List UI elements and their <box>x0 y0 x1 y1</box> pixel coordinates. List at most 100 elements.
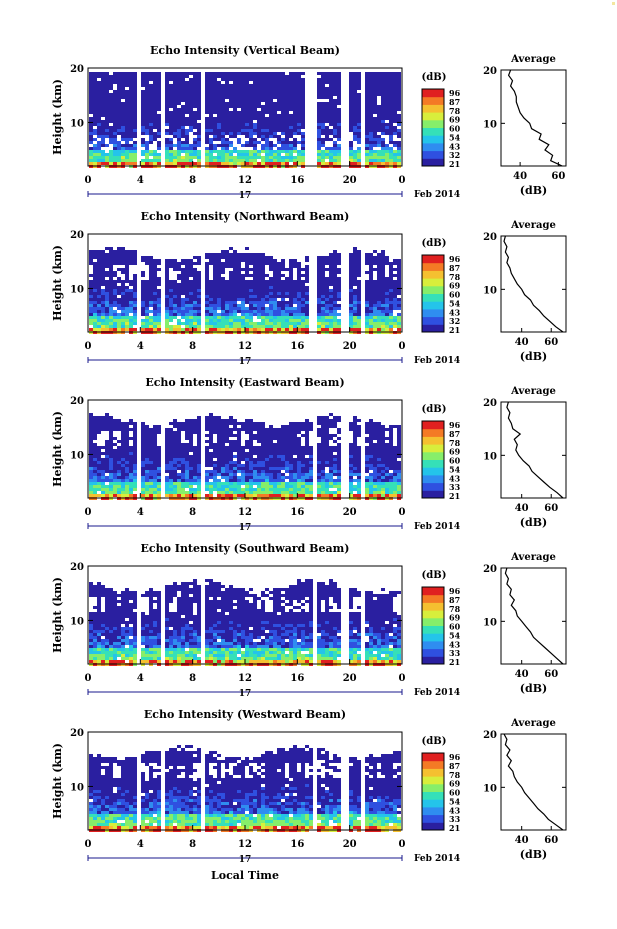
heatmap-cell <box>261 301 265 304</box>
heatmap-cell <box>281 126 285 129</box>
heatmap-cell <box>337 150 341 153</box>
heatmap-cell <box>281 446 285 449</box>
heatmap-cell <box>257 283 261 286</box>
heatmap-cell <box>105 283 109 286</box>
heatmap-cell <box>385 90 389 93</box>
heatmap-cell <box>365 319 369 322</box>
heatmap-cell <box>157 75 161 78</box>
heatmap-cell <box>177 96 181 99</box>
heatmap-cell <box>377 253 381 256</box>
heatmap-cell <box>233 446 237 449</box>
heatmap-cell <box>325 325 329 328</box>
heatmap-cell <box>329 87 333 90</box>
heatmap-cell <box>225 138 229 141</box>
heatmap-cell <box>325 114 329 117</box>
heatmap-cell <box>197 289 201 292</box>
heatmap-cell <box>109 437 113 440</box>
heatmap-cell <box>277 126 281 129</box>
heatmap-cell <box>217 144 221 147</box>
heatmap-cell <box>277 316 281 319</box>
heatmap-cell <box>205 419 209 422</box>
heatmap-cell <box>253 452 257 455</box>
heatmap-cell <box>121 120 125 123</box>
heatmap-cell <box>205 138 209 141</box>
heatmap-cell <box>273 90 277 93</box>
heatmap-cell <box>93 482 97 485</box>
heatmap-cell <box>209 298 213 301</box>
heatmap-cell <box>253 310 257 313</box>
heatmap-cell <box>325 126 329 129</box>
heatmap-cell <box>177 452 181 455</box>
heatmap-cell <box>397 328 401 331</box>
heatmap-cell <box>149 93 153 96</box>
heatmap-cell <box>245 268 249 271</box>
heatmap-cell <box>121 428 125 431</box>
heatmap-cell <box>133 90 137 93</box>
heatmap-cell <box>217 156 221 159</box>
heatmap-cell <box>325 307 329 310</box>
heatmap-cell <box>113 108 117 111</box>
heatmap-cell <box>225 126 229 129</box>
heatmap-cell <box>333 250 337 253</box>
heatmap-cell <box>321 144 325 147</box>
heatmap-cell <box>249 259 253 262</box>
heatmap-cell <box>389 162 393 165</box>
heatmap-cell <box>221 425 225 428</box>
heatmap-cell <box>285 458 289 461</box>
heatmap-cell <box>301 316 305 319</box>
heatmap-cell <box>101 90 105 93</box>
heatmap-cell <box>257 126 261 129</box>
heatmap-cell <box>269 310 273 313</box>
heatmap-cell <box>285 295 289 298</box>
heatmap-cell <box>213 150 217 153</box>
heatmap-cell <box>253 277 257 280</box>
heatmap-cell <box>245 99 249 102</box>
heatmap-cell <box>121 479 125 482</box>
heatmap-cell <box>349 111 353 114</box>
heatmap-cell <box>189 111 193 114</box>
heatmap-cell <box>261 425 265 428</box>
heatmap-cell <box>321 298 325 301</box>
heatmap-cell <box>317 274 321 277</box>
heatmap-cell <box>173 259 177 262</box>
heatmap-cell <box>377 156 381 159</box>
heatmap-cell <box>317 295 321 298</box>
heatmap-cell <box>181 458 185 461</box>
heatmap-cell <box>245 461 249 464</box>
heatmap-cell <box>353 307 357 310</box>
heatmap-cell <box>369 313 373 316</box>
heatmap-cell <box>221 422 225 425</box>
heatmap-cell <box>149 467 153 470</box>
heatmap-cell <box>225 102 229 105</box>
heatmap-cell <box>233 268 237 271</box>
heatmap-cell <box>301 286 305 289</box>
heatmap-cell <box>157 135 161 138</box>
heatmap-cell <box>89 313 93 316</box>
heatmap-cell <box>357 138 361 141</box>
heatmap-cell <box>209 325 213 328</box>
heatmap-cell <box>125 467 129 470</box>
heatmap-cell <box>397 265 401 268</box>
heatmap-cell <box>133 452 137 455</box>
heatmap-cell <box>149 452 153 455</box>
heatmap-cell <box>97 283 101 286</box>
heatmap-cell <box>197 325 201 328</box>
heatmap-cell <box>393 150 397 153</box>
heatmap-cell <box>101 141 105 144</box>
heatmap-cell <box>353 262 357 265</box>
heatmap-cell <box>269 153 273 156</box>
heatmap-cell <box>125 491 129 494</box>
heatmap-cell <box>265 301 269 304</box>
heatmap-cell <box>113 126 117 129</box>
heatmap-cell <box>97 298 101 301</box>
heatmap-cell <box>193 99 197 102</box>
heatmap-cell <box>333 93 337 96</box>
heatmap-cell <box>329 271 333 274</box>
heatmap-cell <box>181 482 185 485</box>
heatmap-cell <box>177 153 181 156</box>
heatmap-cell <box>229 75 233 78</box>
heatmap-cell <box>269 494 273 497</box>
heatmap-cell <box>133 75 137 78</box>
heatmap-cell <box>225 153 229 156</box>
heatmap-cell <box>117 90 121 93</box>
